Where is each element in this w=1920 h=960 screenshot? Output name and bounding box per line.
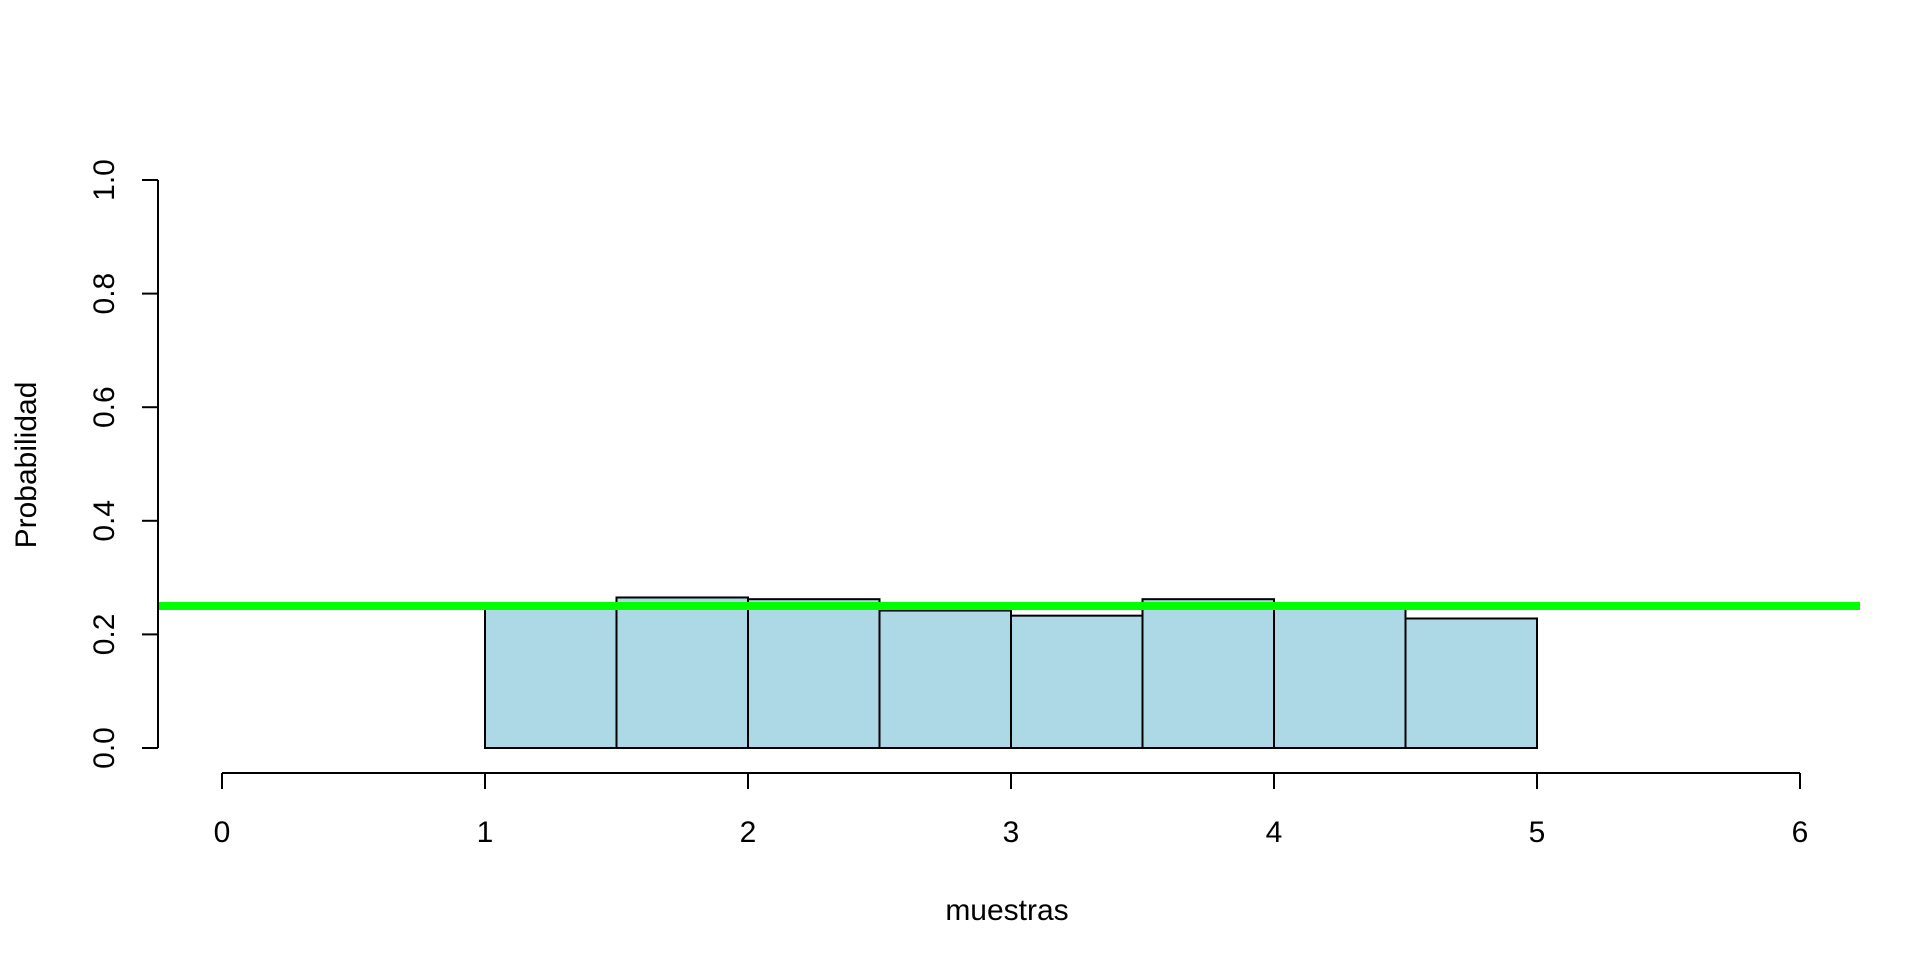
y-axis-title: Probabilidad: [10, 382, 43, 549]
x-tick-label: 5: [1529, 816, 1546, 849]
y-tick-label: 0.2: [88, 614, 121, 656]
histogram-bar: [1404, 617, 1538, 749]
y-tick-label: 0.6: [88, 386, 121, 428]
histogram-bar: [747, 598, 881, 750]
y-axis: 0.0 0.2 0.4 0.6 0.8 1.0: [88, 159, 159, 769]
histogram-bar: [1273, 605, 1407, 749]
x-tick-label: 4: [1266, 816, 1283, 849]
x-tick-label: 0: [214, 816, 231, 849]
y-tick-label: 0.8: [88, 273, 121, 315]
histogram-bar: [1010, 614, 1144, 749]
y-tick-label: 0.0: [88, 727, 121, 769]
x-tick-label: 3: [1003, 816, 1020, 849]
x-axis-title: muestras: [945, 894, 1068, 927]
histogram-bar: [484, 605, 618, 749]
x-tick-label: 6: [1792, 816, 1809, 849]
x-tick-label: 1: [477, 816, 494, 849]
histogram-bar: [1141, 598, 1275, 750]
histogram-bar: [878, 609, 1012, 749]
y-tick-label: 1.0: [88, 159, 121, 201]
y-tick-label: 0.4: [88, 500, 121, 542]
bars-group: [484, 596, 1538, 750]
x-axis: 0 1 2 3 4 5 6: [214, 772, 1809, 849]
histogram-bar: [615, 596, 749, 749]
x-tick-label: 2: [740, 816, 757, 849]
